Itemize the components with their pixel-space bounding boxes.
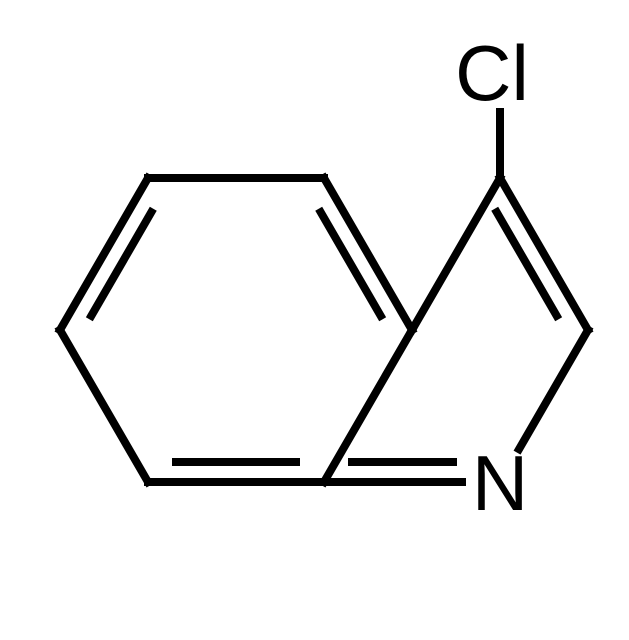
atom-label-n: N <box>472 439 528 527</box>
molecule-diagram: Cl N <box>0 0 629 640</box>
atom-label-cl: Cl <box>455 29 529 117</box>
